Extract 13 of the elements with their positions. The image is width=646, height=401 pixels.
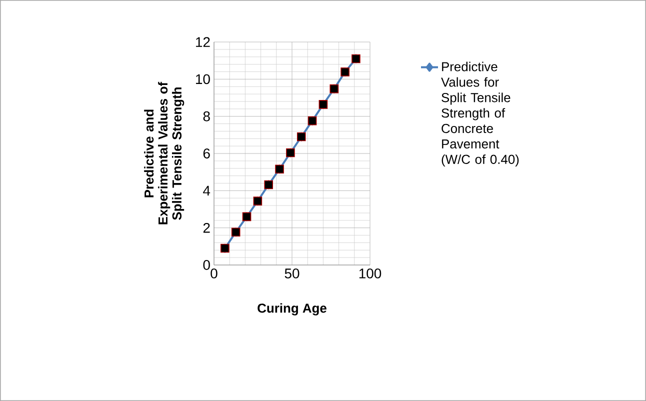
y-tick-label: 8: [203, 111, 210, 122]
y-axis-title: Predictive and Experimental Values of Split Tensile Strength: [144, 82, 184, 224]
x-tick-label: 50: [284, 268, 300, 278]
y-tick-label: 10: [196, 74, 210, 84]
y-tick-label: 2: [203, 222, 210, 233]
x-axis-title: Curing Age: [258, 303, 326, 316]
y-tick-label: 6: [203, 148, 210, 158]
x-tick-label: 0: [210, 268, 218, 278]
y-tick-label: 0: [203, 260, 210, 270]
legend-label: Predictive Values for Split Tensile Strength of Concrete Pavement (W/C of 0.40): [441, 62, 519, 167]
y-tick-label: 4: [203, 186, 210, 196]
y-tick-label: 12: [196, 37, 210, 47]
x-tick-label: 100: [359, 268, 382, 278]
